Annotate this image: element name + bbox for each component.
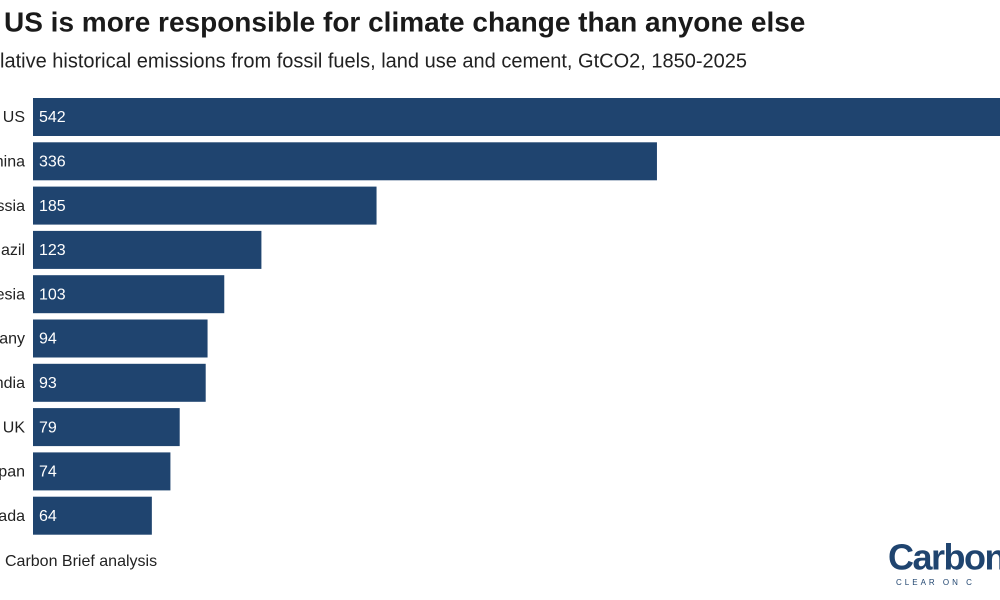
value-label: 74 [39,464,57,481]
category-label: azil [1,242,25,259]
category-label: ndia [0,375,25,392]
bar [33,98,1000,136]
source: Carbon Brief analysis [5,553,157,570]
bar [33,186,377,225]
category-label: UK [3,419,26,436]
chart-subtitle: lative historical emissions from fossil … [0,50,747,72]
category-label: any [0,331,25,348]
value-label: 542 [39,109,66,126]
category-label: ssia [0,198,25,215]
category-label: ada [0,508,25,525]
category-label: US [3,109,25,126]
bar [33,408,180,447]
chart-title: US is more responsible for climate chang… [4,6,805,37]
value-label: 79 [39,419,57,436]
category-label: hina [0,154,25,171]
value-label: 103 [39,286,66,303]
bar [33,496,152,535]
bar [33,230,262,269]
value-label: 93 [39,375,57,392]
category-label: esia [0,286,25,303]
logo-tagline: CLEAR ON C [896,578,975,587]
value-label: 64 [39,508,57,525]
bar [33,275,225,314]
bar [33,319,208,358]
bar [33,142,657,181]
bar [33,452,171,491]
value-label: 336 [39,154,66,171]
category-label: pan [0,464,25,481]
bar [33,363,206,402]
value-label: 94 [39,331,57,348]
value-label: 185 [39,198,66,215]
value-label: 123 [39,242,66,259]
